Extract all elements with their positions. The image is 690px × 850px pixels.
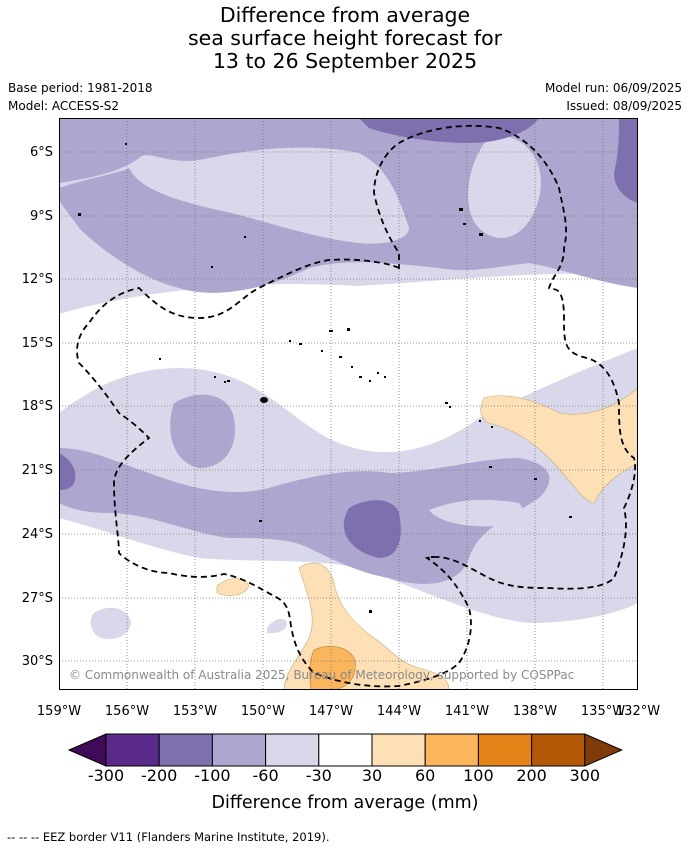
anomaly-band-mid-west bbox=[170, 394, 235, 468]
colorbar bbox=[68, 733, 623, 767]
model-run: Model run: 06/09/2025 bbox=[544, 81, 682, 95]
lat-label: 27°S bbox=[21, 591, 53, 606]
lon-label: 141°W bbox=[444, 704, 490, 719]
lon-label: 138°W bbox=[512, 704, 558, 719]
graticule bbox=[59, 118, 638, 690]
colorbar-extend-low bbox=[68, 733, 107, 767]
colorbar-tick-label: -200 bbox=[141, 766, 178, 785]
lat-label: 21°S bbox=[21, 463, 53, 478]
issued-date: Issued: 08/09/2025 bbox=[566, 99, 682, 113]
map-frame bbox=[59, 118, 638, 690]
anomaly-dark-north bbox=[359, 118, 539, 143]
islands bbox=[78, 143, 572, 613]
colorbar-tick-label: 200 bbox=[516, 766, 547, 785]
anomaly-positive-sw bbox=[216, 578, 250, 596]
neutral-zone-south bbox=[59, 518, 638, 690]
colorbar-segment bbox=[424, 733, 479, 767]
title-line-1: Difference from average bbox=[219, 3, 471, 27]
lon-label: 156°W bbox=[104, 704, 150, 719]
lat-label: 15°S bbox=[21, 336, 53, 351]
anomaly-light-sw-1 bbox=[90, 607, 131, 640]
colorbar-segment bbox=[371, 733, 426, 767]
colorbar-tick-label: 100 bbox=[463, 766, 494, 785]
colorbar-tick-label: -300 bbox=[87, 766, 125, 785]
colorbar-segment bbox=[318, 733, 373, 767]
anomaly-light-east-patch bbox=[468, 136, 541, 238]
lon-label: 150°W bbox=[240, 704, 286, 719]
colorbar-tick-label: -30 bbox=[305, 766, 332, 785]
lon-label: 132°W bbox=[615, 704, 661, 719]
lat-label: 12°S bbox=[21, 272, 53, 287]
lon-label: 159°W bbox=[36, 704, 82, 719]
colorbar-segment bbox=[477, 733, 533, 767]
lon-label: 135°W bbox=[580, 704, 626, 719]
map-title: Difference from average sea surface heig… bbox=[0, 4, 690, 73]
colorbar-tick-label: -60 bbox=[252, 766, 279, 785]
model-name: Model: ACCESS-S2 bbox=[8, 99, 120, 113]
colorbar-cells bbox=[68, 733, 623, 767]
copyright-notice: © Commonwealth of Australia 2025, Bureau… bbox=[69, 668, 575, 682]
lat-label: 24°S bbox=[21, 527, 53, 542]
colorbar-tick-label: 300 bbox=[569, 766, 601, 785]
meta-left: Base period: 1981-2018 Model: ACCESS-S2 bbox=[8, 79, 153, 115]
title-line-2: sea surface height forecast for bbox=[187, 26, 503, 50]
anomaly-light-north-patch bbox=[59, 147, 409, 244]
lat-label: 30°S bbox=[21, 654, 53, 669]
anomaly-dark-east bbox=[614, 118, 638, 203]
eez-border bbox=[76, 124, 637, 688]
map-svg bbox=[59, 118, 638, 690]
colorbar-tick-label: -100 bbox=[194, 766, 231, 785]
anomaly-dark-south bbox=[343, 500, 401, 558]
colorbar-segment bbox=[158, 733, 213, 767]
meta-right: Model run: 06/09/2025 Issued: 08/09/2025 bbox=[545, 79, 682, 115]
lon-label: 153°W bbox=[172, 704, 218, 719]
anomaly-light-sw-2 bbox=[267, 618, 287, 634]
lat-label: 9°S bbox=[29, 209, 53, 224]
colorbar-segment bbox=[265, 733, 320, 767]
title-line-3: 13 to 26 September 2025 bbox=[212, 49, 478, 73]
colorbar-tick-label: 60 bbox=[415, 766, 436, 785]
colorbar-tick-label: 30 bbox=[361, 766, 383, 785]
map-panel bbox=[59, 118, 638, 690]
colorbar-segment bbox=[531, 733, 586, 767]
base-period: Base period: 1981-2018 bbox=[8, 81, 153, 95]
anomaly-light-south-inner bbox=[429, 499, 523, 527]
anomaly-positive-east bbox=[480, 387, 638, 504]
lon-label: 144°W bbox=[376, 704, 422, 719]
colorbar-segment bbox=[211, 733, 267, 767]
anomaly-dark-west bbox=[59, 453, 76, 490]
colorbar-title: Difference from average (mm) bbox=[211, 793, 479, 813]
eez-legend: -- -- -- EEZ border V11 (Flanders Marine… bbox=[7, 830, 330, 844]
colorbar-extend-high bbox=[584, 733, 623, 767]
lat-label: 18°S bbox=[21, 399, 53, 414]
lon-label: 147°W bbox=[308, 704, 354, 719]
lat-label: 6°S bbox=[29, 145, 53, 160]
anomaly-band-south bbox=[59, 448, 550, 584]
colorbar-segment bbox=[105, 733, 160, 767]
